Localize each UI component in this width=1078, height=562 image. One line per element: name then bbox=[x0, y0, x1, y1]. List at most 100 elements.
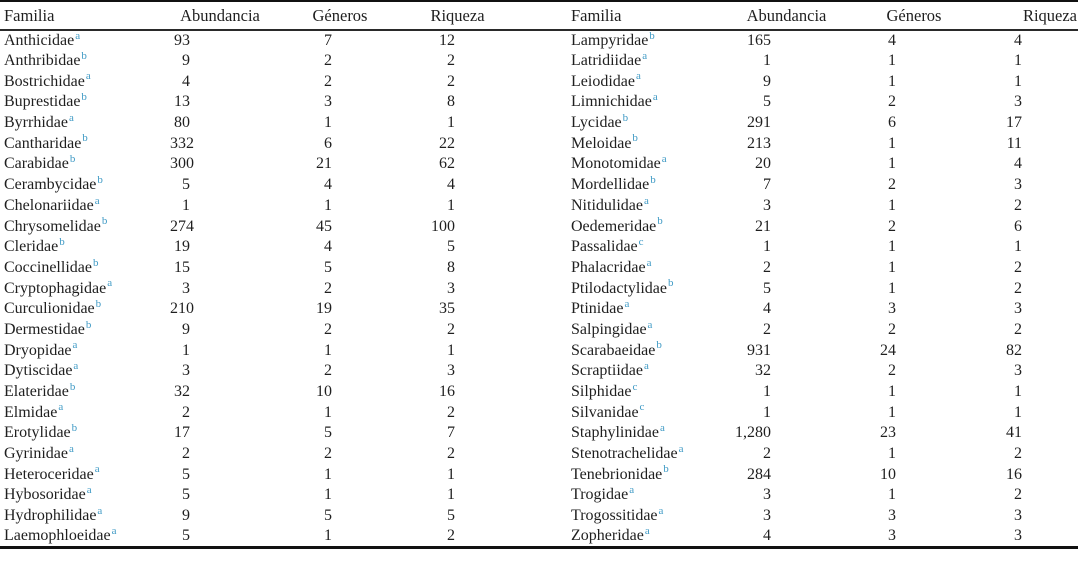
family-name: Carabidae bbox=[4, 155, 69, 173]
family-name: Dryopidae bbox=[4, 341, 72, 359]
family-name: Byrrhidae bbox=[4, 114, 68, 132]
generos-cell: 21 bbox=[316, 155, 332, 173]
category-superscript: a bbox=[94, 463, 100, 476]
family-abundance-table: Familia Abundancia Géneros Riqueza Famil… bbox=[0, 0, 1078, 549]
header-generos-right: Géneros bbox=[839, 1, 989, 31]
abundancia-cell: 17 bbox=[174, 424, 190, 442]
abundancia-cell: 9 bbox=[763, 72, 771, 90]
family-name: Bostrichidae bbox=[4, 72, 85, 90]
riqueza-cell: 2 bbox=[1014, 258, 1022, 276]
generos-cell: 2 bbox=[324, 320, 332, 338]
familia-cell: Monotomidaea bbox=[571, 154, 734, 175]
family-name: Dytiscidae bbox=[4, 362, 73, 380]
category-superscript: a bbox=[647, 318, 653, 331]
category-superscript: b bbox=[69, 153, 76, 166]
category-superscript: a bbox=[111, 524, 117, 537]
family-name: Elmidae bbox=[4, 403, 58, 421]
header-generos-left: Géneros bbox=[270, 1, 410, 31]
gap-cell bbox=[505, 464, 571, 485]
familia-cell: Oedemeridaeb bbox=[571, 216, 734, 237]
familia-cell: Curculionidaeb bbox=[0, 298, 170, 320]
abundancia-cell: 332 bbox=[170, 134, 194, 152]
table-row: Cryptophagidaea 3 2 3 Ptilodactylidaeb 5 1 2 bbox=[0, 278, 1078, 299]
category-superscript: a bbox=[643, 194, 649, 207]
table-row: Curculionidaeb 210 19 35 Ptinidaea 4 3 3 bbox=[0, 298, 1078, 320]
generos-cell: 3 bbox=[888, 527, 896, 545]
gap-cell bbox=[505, 113, 571, 134]
family-name: Dermestidae bbox=[4, 320, 85, 338]
familia-cell: Elateridaeb bbox=[0, 381, 170, 403]
abundancia-cell: 9 bbox=[182, 320, 190, 338]
familia-cell: Cerambycidaeb bbox=[0, 174, 170, 196]
category-superscript: a bbox=[642, 49, 648, 62]
category-superscript: a bbox=[629, 484, 635, 497]
category-superscript: a bbox=[646, 256, 652, 269]
family-name: Chelonariidae bbox=[4, 196, 94, 214]
familia-cell: Anthicidaea bbox=[0, 30, 170, 51]
table-row: Buprestidaeb 13 3 8 Limnichidaea 5 2 3 bbox=[0, 92, 1078, 113]
abundancia-cell: 3 bbox=[763, 196, 771, 214]
abundancia-cell: 931 bbox=[747, 341, 771, 359]
category-superscript: b bbox=[71, 422, 78, 435]
riqueza-cell: 5 bbox=[447, 507, 455, 525]
family-name: Monotomidae bbox=[571, 155, 661, 173]
abundancia-cell: 1 bbox=[763, 238, 771, 256]
abundancia-cell: 300 bbox=[170, 155, 194, 173]
familia-cell: Passalidaec bbox=[571, 236, 734, 258]
table-row: Chelonariidaea 1 1 1 Nitidulidaea 3 1 2 bbox=[0, 194, 1078, 217]
category-superscript: b bbox=[649, 29, 655, 42]
riqueza-cell: 2 bbox=[447, 403, 455, 421]
gap-cell bbox=[505, 258, 571, 279]
category-superscript: a bbox=[643, 360, 649, 373]
riqueza-cell: 3 bbox=[447, 362, 455, 380]
generos-cell: 1 bbox=[888, 134, 896, 152]
category-superscript: a bbox=[661, 153, 667, 166]
generos-cell: 1 bbox=[888, 72, 896, 90]
generos-cell: 3 bbox=[888, 507, 896, 525]
family-name: Lycidae bbox=[571, 114, 622, 132]
riqueza-cell: 1 bbox=[447, 196, 455, 214]
familia-cell: Erotylidaeb bbox=[0, 423, 170, 444]
familia-cell: Trogossitidaea bbox=[571, 505, 734, 527]
familia-cell: Dytiscidaea bbox=[0, 361, 170, 382]
familia-cell: Mordellidaeb bbox=[571, 174, 734, 196]
riqueza-cell: 8 bbox=[447, 258, 455, 276]
abundancia-cell: 2 bbox=[763, 258, 771, 276]
abundancia-cell: 2 bbox=[763, 445, 771, 463]
familia-cell: Ptinidaea bbox=[571, 298, 734, 320]
generos-cell: 2 bbox=[324, 362, 332, 380]
generos-cell: 1 bbox=[888, 258, 896, 276]
riqueza-cell: 1 bbox=[1014, 52, 1022, 70]
table-row: Erotylidaeb 17 5 7 Staphylinidaea 1,280 23 41 bbox=[0, 423, 1078, 444]
family-name: Hydrophilidae bbox=[4, 507, 97, 525]
generos-cell: 1 bbox=[324, 486, 332, 504]
familia-cell: Anthribidaeb bbox=[0, 49, 170, 72]
familia-cell: Byrrhidaea bbox=[0, 112, 170, 134]
family-name: Tenebrionidae bbox=[571, 465, 663, 483]
familia-cell: Leiodidaea bbox=[571, 71, 734, 92]
gap-cell bbox=[505, 320, 571, 341]
abundancia-cell: 1,280 bbox=[735, 424, 771, 442]
riqueza-cell: 2 bbox=[1014, 196, 1022, 214]
riqueza-cell: 2 bbox=[447, 320, 455, 338]
riqueza-cell: 16 bbox=[439, 383, 455, 401]
gap-cell bbox=[505, 361, 571, 382]
category-superscript: b bbox=[81, 49, 87, 62]
family-name: Cantharidae bbox=[4, 134, 82, 152]
riqueza-cell: 3 bbox=[1014, 93, 1022, 111]
abundancia-cell: 3 bbox=[763, 507, 771, 525]
category-superscript: b bbox=[101, 215, 108, 228]
table-row: Cantharidaeb 332 6 22 Meloidaeb 213 1 11 bbox=[0, 133, 1078, 154]
familia-cell: Ptilodactylidaeb bbox=[571, 278, 734, 299]
familia-cell: Silvanidaec bbox=[571, 402, 734, 423]
riqueza-cell: 41 bbox=[1006, 424, 1022, 442]
riqueza-cell: 3 bbox=[447, 279, 455, 297]
category-superscript: a bbox=[97, 504, 103, 517]
abundancia-cell: 5 bbox=[763, 279, 771, 297]
generos-cell: 24 bbox=[880, 341, 896, 359]
familia-cell: Buprestidaeb bbox=[0, 92, 170, 113]
familia-cell: Hybosoridaea bbox=[0, 485, 170, 506]
abundancia-cell: 1 bbox=[182, 341, 190, 359]
generos-cell: 1 bbox=[324, 196, 332, 214]
familia-cell: Gyrinidaea bbox=[0, 443, 170, 465]
